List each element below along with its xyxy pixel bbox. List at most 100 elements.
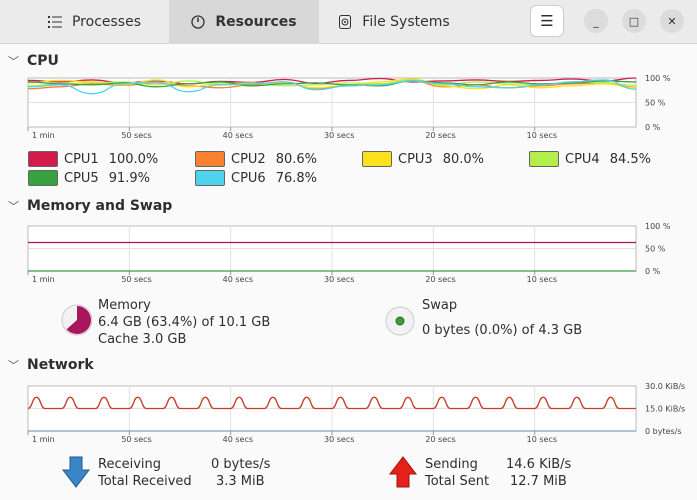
y-tick-label: 30.0 KiB/s bbox=[645, 382, 685, 391]
x-tick-label: 20 secs bbox=[425, 275, 455, 284]
minimize-icon: _ bbox=[593, 14, 599, 28]
y-tick-label: 0 bytes/s bbox=[645, 427, 682, 436]
x-tick-label: 30 secs bbox=[324, 131, 354, 140]
sending-line bbox=[27, 396, 636, 410]
cpu-value: 100.0% bbox=[108, 151, 159, 167]
cpu-value: 84.5% bbox=[609, 151, 652, 167]
upload-arrow-icon bbox=[388, 456, 418, 488]
maximize-icon: □ bbox=[628, 14, 640, 28]
close-icon: ✕ bbox=[667, 14, 677, 28]
total-sent-label: Total Sent bbox=[425, 474, 490, 489]
cpu-section-header[interactable]: ﹀ CPU bbox=[8, 53, 59, 69]
cpu-legend-cpu4[interactable]: CPU4 84.5% bbox=[529, 151, 651, 167]
cpu-value: 80.0% bbox=[442, 151, 485, 167]
color-swatch[interactable] bbox=[28, 170, 58, 186]
tab-label: File Systems bbox=[362, 14, 450, 30]
section-title: Memory and Swap bbox=[27, 198, 173, 214]
cpu-value: 91.9% bbox=[108, 170, 151, 186]
cpu-line-cpu3 bbox=[27, 78, 637, 90]
tab-label: Processes bbox=[71, 14, 141, 30]
close-button[interactable]: ✕ bbox=[660, 9, 684, 33]
swap-label: Swap bbox=[422, 298, 458, 313]
total-sent-value: 12.7 MiB bbox=[510, 474, 567, 489]
x-tick-label: 20 secs bbox=[425, 435, 455, 444]
swap-usage: 0 bytes (0.0%) of 4.3 GB bbox=[422, 323, 583, 338]
color-swatch[interactable] bbox=[529, 151, 559, 167]
x-tick-label: 20 secs bbox=[425, 131, 455, 140]
y-tick-label: 100 % bbox=[645, 74, 671, 83]
chevron-down-icon: ﹀ bbox=[8, 55, 19, 68]
cpu-label: CPU6 bbox=[231, 170, 266, 186]
list-icon bbox=[47, 16, 62, 28]
section-title: Network bbox=[27, 357, 94, 373]
x-tick-label: 40 secs bbox=[223, 131, 253, 140]
memory-cache: Cache 3.0 GB bbox=[98, 332, 187, 347]
x-tick-label: 40 secs bbox=[223, 435, 253, 444]
x-tick-label: 10 secs bbox=[527, 131, 557, 140]
color-swatch[interactable] bbox=[362, 151, 392, 167]
memory-info: Memory 6.4 GB (63.4%) of 10.1 GB Cache 3… bbox=[98, 297, 270, 348]
cpu-label: CPU1 bbox=[64, 151, 99, 167]
memory-label: Memory bbox=[98, 298, 151, 313]
cpu-value: 76.8% bbox=[275, 170, 318, 186]
tab-resources[interactable]: Resources bbox=[169, 0, 319, 44]
cpu-value: 80.6% bbox=[275, 151, 318, 167]
cpu-legend-cpu1[interactable]: CPU1 100.0% bbox=[28, 151, 158, 167]
cpu-label: CPU2 bbox=[231, 151, 266, 167]
header-bar: Processes Resources File Systems ☰ _ □ ✕ bbox=[0, 0, 697, 44]
hamburger-icon: ☰ bbox=[540, 12, 554, 30]
total-received-value: 3.3 MiB bbox=[216, 474, 265, 489]
receiving-label: Receiving bbox=[98, 457, 162, 472]
color-swatch[interactable] bbox=[195, 151, 225, 167]
network-section-header[interactable]: ﹀ Network bbox=[8, 357, 94, 373]
receiving-info: Receiving 0 bytes/s Total Received 3.3 MiB bbox=[98, 456, 270, 490]
cpu-legend-cpu6[interactable]: CPU6 76.8% bbox=[195, 170, 317, 186]
cpu-legend-cpu2[interactable]: CPU2 80.6% bbox=[195, 151, 317, 167]
y-tick-label: 0 % bbox=[645, 267, 661, 276]
total-received-label: Total Received bbox=[98, 474, 192, 489]
memory-usage: 6.4 GB (63.4%) of 10.1 GB bbox=[98, 315, 271, 330]
x-tick-label: 30 secs bbox=[324, 275, 354, 284]
download-arrow-icon bbox=[61, 456, 91, 488]
x-tick-label: 50 secs bbox=[121, 131, 151, 140]
y-tick-label: 0 % bbox=[645, 123, 661, 132]
sending-info: Sending 14.6 KiB/s Total Sent 12.7 MiB bbox=[425, 456, 571, 490]
cpu-legend-cpu3[interactable]: CPU3 80.0% bbox=[362, 151, 484, 167]
chevron-down-icon: ﹀ bbox=[8, 200, 19, 213]
x-tick-label: 40 secs bbox=[223, 275, 253, 284]
x-tick-label: 1 min bbox=[32, 131, 55, 140]
color-swatch[interactable] bbox=[195, 170, 225, 186]
disk-icon bbox=[339, 15, 352, 29]
cpu-line-cpu6 bbox=[27, 79, 637, 95]
x-tick-label: 50 secs bbox=[121, 275, 151, 284]
sending-value: 14.6 KiB/s bbox=[506, 457, 572, 472]
y-tick-label: 50 % bbox=[645, 245, 666, 254]
chevron-down-icon: ﹀ bbox=[8, 359, 19, 372]
sending-label: Sending bbox=[425, 457, 478, 472]
receiving-value: 0 bytes/s bbox=[211, 457, 271, 472]
y-tick-label: 15.0 KiB/s bbox=[645, 405, 685, 414]
minimize-button[interactable]: _ bbox=[584, 9, 608, 33]
cpu-line-cpu5 bbox=[27, 80, 637, 88]
memory-section-header[interactable]: ﹀ Memory and Swap bbox=[8, 198, 172, 214]
x-tick-label: 30 secs bbox=[324, 435, 354, 444]
cpu-legend-cpu5[interactable]: CPU5 91.9% bbox=[28, 170, 150, 186]
x-tick-label: 50 secs bbox=[121, 435, 151, 444]
maximize-button[interactable]: □ bbox=[622, 9, 646, 33]
main-menu-button[interactable]: ☰ bbox=[530, 5, 564, 37]
swap-info: Swap 0 bytes (0.0%) of 4.3 GB bbox=[422, 297, 582, 339]
memory-pie-icon bbox=[61, 304, 93, 336]
cpu-label: CPU3 bbox=[398, 151, 433, 167]
x-tick-label: 1 min bbox=[32, 435, 55, 444]
y-tick-label: 100 % bbox=[645, 222, 671, 231]
color-swatch[interactable] bbox=[28, 151, 58, 167]
cpu-label: CPU4 bbox=[565, 151, 600, 167]
tab-label: Resources bbox=[215, 14, 297, 30]
cpu-label: CPU5 bbox=[64, 170, 99, 186]
swap-pie-icon bbox=[385, 306, 415, 336]
section-title: CPU bbox=[27, 53, 59, 69]
tab-file-systems[interactable]: File Systems bbox=[319, 0, 469, 44]
gauge-icon bbox=[191, 15, 206, 29]
tab-processes[interactable]: Processes bbox=[20, 0, 169, 44]
